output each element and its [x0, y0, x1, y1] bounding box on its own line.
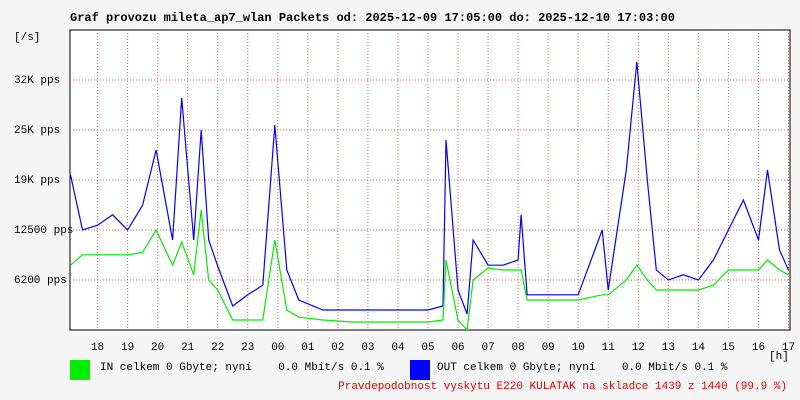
y-unit: [/s]: [14, 32, 40, 44]
x-tick-label: 18: [91, 342, 104, 354]
x-tick-label: 14: [692, 342, 706, 354]
x-tick-label: 08: [512, 342, 525, 354]
y-tick-label: 19K pps: [14, 175, 60, 187]
x-tick-label: 06: [451, 342, 464, 354]
legend-swatch: [70, 360, 90, 380]
x-tick-label: 11: [602, 342, 616, 354]
legend-label: OUT celkem 0 Gbyte; nyní 0.0 Mbit/s 0.1 …: [437, 362, 728, 374]
legend-swatch: [410, 360, 430, 380]
x-tick-label: 09: [542, 342, 555, 354]
x-tick-label: 00: [271, 342, 284, 354]
legend-label: IN celkem 0 Gbyte; nyní 0.0 Mbit/s 0.1 %: [100, 362, 384, 374]
x-tick-label: 02: [331, 342, 344, 354]
x-tick-label: 13: [662, 342, 675, 354]
x-tick-label: 05: [421, 342, 434, 354]
series-line: [69, 61, 790, 315]
x-tick-label: 19: [121, 342, 134, 354]
x-tick-label: 07: [481, 342, 494, 354]
series-line: [70, 209, 789, 332]
x-tick-label: 16: [752, 342, 765, 354]
y-tick-label: 6200 pps: [14, 275, 67, 287]
x-tick-label: 10: [572, 342, 585, 354]
x-tick-label: 20: [151, 342, 164, 354]
x-tick-label: 03: [361, 342, 374, 354]
chart-title: Graf provozu mileta_ap7_wlan Packets od:…: [70, 11, 675, 25]
y-tick-label: 12500 pps: [14, 225, 73, 237]
x-tick-label: 21: [181, 342, 195, 354]
y-tick-label: 32K pps: [14, 75, 60, 87]
x-tick-label: 17: [782, 342, 795, 354]
x-tick-label: 23: [241, 342, 254, 354]
footer: Pravdepodobnost vyskytu E220 KULATAK na …: [338, 381, 787, 393]
y-tick-label: 25K pps: [14, 125, 60, 137]
x-tick-label: 22: [211, 342, 224, 354]
x-tick-label: 12: [632, 342, 645, 354]
x-tick-label: 15: [722, 342, 735, 354]
x-tick-label: 01: [301, 342, 315, 354]
x-unit: [h]: [769, 351, 789, 363]
x-tick-label: 04: [391, 342, 405, 354]
